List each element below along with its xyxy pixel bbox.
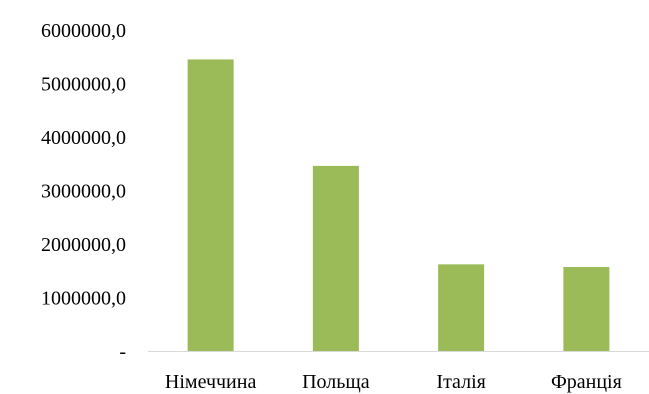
x-tick-label: Франція: [551, 371, 622, 393]
bar: [187, 59, 234, 352]
x-tick-label: Польща: [302, 371, 370, 393]
y-tick-label: -: [119, 341, 126, 363]
bars: [187, 59, 610, 352]
x-axis-labels: Німеччина Польща Італія Франція: [165, 371, 622, 393]
x-tick-label: Німеччина: [165, 371, 257, 393]
bar: [438, 264, 485, 351]
y-tick-label: 3000000,0: [41, 181, 126, 203]
bar: [563, 267, 610, 351]
y-tick-label: 1000000,0: [41, 288, 126, 310]
x-tick-label: Італія: [436, 371, 485, 393]
y-tick-label: 6000000,0: [41, 20, 126, 42]
y-axis-ticks: - 1000000,0 2000000,0 3000000,0 4000000,0 500…: [41, 20, 126, 363]
y-tick-label: 5000000,0: [41, 74, 126, 96]
bar: [312, 165, 359, 351]
y-tick-label: 4000000,0: [41, 127, 126, 149]
y-tick-label: 2000000,0: [41, 234, 126, 256]
